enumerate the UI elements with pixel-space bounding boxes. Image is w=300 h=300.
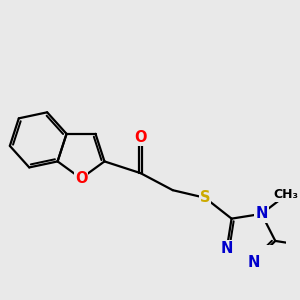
Text: N: N <box>248 255 260 270</box>
Text: S: S <box>200 190 210 205</box>
Text: O: O <box>75 171 87 186</box>
Text: N: N <box>255 206 268 221</box>
Text: N: N <box>220 241 233 256</box>
Text: O: O <box>134 130 147 145</box>
Text: CH₃: CH₃ <box>274 188 299 201</box>
